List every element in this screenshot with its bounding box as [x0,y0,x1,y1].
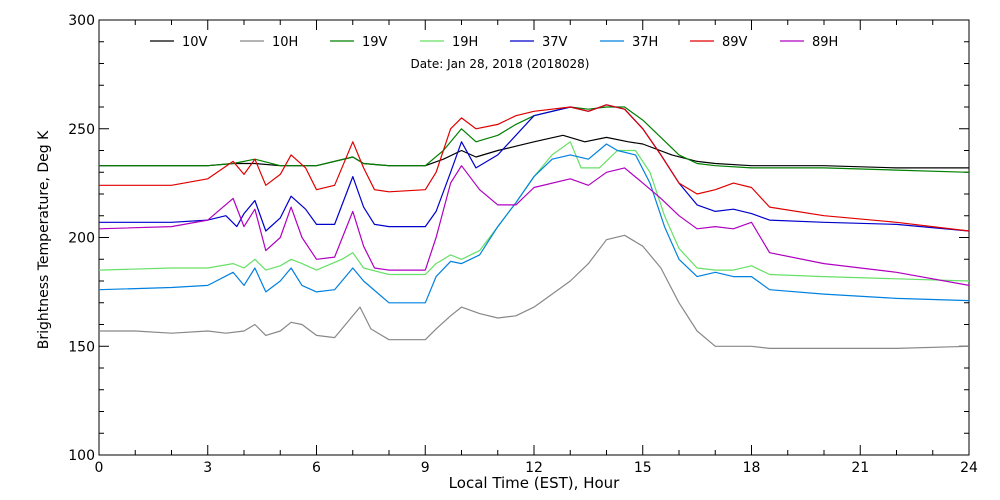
legend-label-10h: 10H [272,35,298,50]
x-tick-label: 9 [421,460,430,476]
legend-label-37v: 37V [542,35,568,50]
x-tick-label: 3 [203,460,212,476]
y-tick-label: 300 [68,13,95,29]
series-line-10h [99,234,970,349]
legend-label-37h: 37H [632,35,658,50]
x-tick-label: 24 [960,460,978,476]
legend: 10V 10H 19V 19H 37V 37H 89V 89H [150,35,838,50]
series-layer [98,104,970,349]
series-line-89h [98,165,970,286]
x-tick-label: 21 [851,460,869,476]
chart-title: Date: Jan 28, 2018 (2018028) [411,57,590,71]
y-tick-label: 100 [68,448,95,464]
x-tick-label: 18 [743,460,761,476]
legend-label-89h: 89H [812,35,838,50]
x-axis-label: Local Time (EST), Hour [449,474,620,492]
series-line-37v [99,104,970,232]
legend-label-19v: 19V [362,35,388,50]
series-line-89v [99,104,970,232]
legend-label-89v: 89V [722,35,748,50]
plot-frame [98,19,970,456]
legend-label-10v: 10V [182,35,208,50]
y-tick-label: 150 [68,339,95,355]
x-tick-label: 6 [312,460,321,476]
series-line-37h [98,143,970,304]
x-tick-label: 12 [525,460,543,476]
axes: 0 3 6 9 12 15 18 21 24 100 150 200 250 300 [68,13,978,476]
y-tick-label: 250 [68,122,95,138]
legend-label-19h: 19H [452,35,478,50]
x-tick-label: 15 [634,460,652,476]
y-tick-label: 200 [68,231,95,247]
series-line-19v [99,106,970,173]
series-line-10v [99,134,969,169]
y-axis-label: Brightness Temperature, Deg K [36,130,52,349]
series-line-19h [98,141,970,282]
x-tick-label: 0 [95,460,104,476]
